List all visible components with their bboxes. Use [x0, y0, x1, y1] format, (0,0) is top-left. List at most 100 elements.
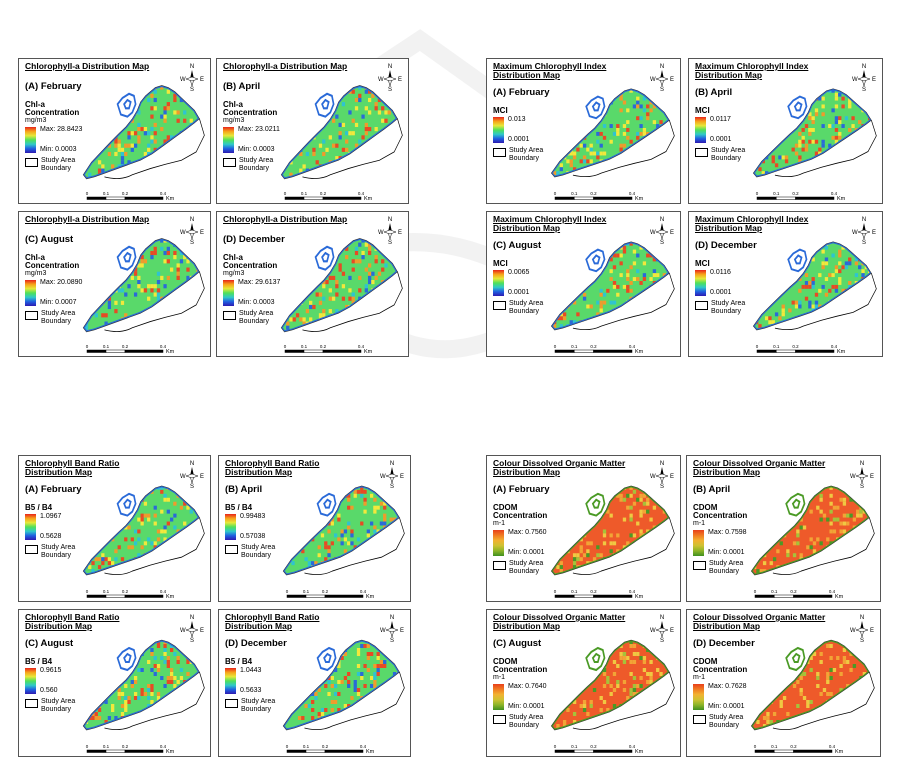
legend-min: Min: 0.0007: [40, 299, 77, 306]
map-panel-cdom-2: Colour Dissolved Organic Matter Distribut…: [486, 609, 681, 757]
panel-title-line: Chlorophyll-a Distribution Map: [223, 214, 348, 224]
north-arrow-icon: N SW E: [650, 64, 674, 93]
east-label: E: [872, 77, 876, 83]
legend-min: 0.0001: [508, 136, 530, 143]
panel-title-line: Chlorophyll-a Distribution Map: [25, 214, 150, 224]
color-ramp: [223, 127, 234, 153]
study-area-label: Study Area Boundary: [41, 544, 76, 559]
west-label: W: [850, 628, 856, 634]
scale-tick: 0.4: [831, 344, 838, 349]
panel-title-line: Distribution Map: [25, 467, 93, 477]
legend-max: Max: 0.7640: [508, 683, 547, 690]
scale-tick: 0.1: [773, 344, 780, 349]
scale-tick: 0.2: [792, 191, 799, 196]
color-ramp: [493, 530, 504, 556]
lake-map: [82, 639, 205, 731]
legend-max: 0.99483: [240, 513, 266, 520]
legend-title: CDOM Concentration m-1: [693, 504, 747, 528]
lake-map: [550, 485, 675, 576]
study-area-swatch: [493, 561, 506, 570]
legend-title: CDOM Concentration m-1: [493, 658, 547, 682]
scale-unit: Km: [166, 196, 175, 202]
scale-bar: 0 0.1 0.2 0.4Km: [756, 191, 846, 202]
legend-title-line: Concentration: [25, 108, 80, 117]
scale-tick: 0.1: [303, 589, 310, 594]
legend-min: Min: 0.0003: [40, 146, 77, 153]
study-area-swatch: [223, 158, 236, 167]
lake-map: [282, 485, 405, 576]
study-area-label: Study Area Boundary: [239, 157, 274, 172]
panel-title: Colour Dissolved Organic Matter Distribut…: [493, 459, 643, 477]
panel-title-line: Distribution Map: [493, 621, 561, 631]
east-label: E: [200, 230, 204, 236]
legend-title: B5 / B4: [225, 504, 252, 512]
panel-label: (A) February: [493, 87, 550, 98]
legend-min: Min: 0.0001: [508, 703, 545, 710]
south-label: S: [390, 484, 394, 490]
color-ramp: [25, 127, 36, 153]
legend-title: CDOM Concentration m-1: [493, 504, 547, 528]
north-arrow-icon: N SW E: [180, 217, 204, 246]
scale-bar: 0 0.1 0.2 0.4Km: [554, 744, 644, 755]
panel-label: (A) February: [25, 484, 82, 495]
map-panel-chla-3: Chlorophyll-a Distribution Map (D) Decemb…: [216, 211, 409, 357]
scale-unit: Km: [635, 349, 644, 355]
scale-tick: 0.4: [629, 744, 636, 749]
north-label: N: [388, 64, 392, 70]
west-label: W: [180, 230, 186, 236]
map-panel-cdom-3: Colour Dissolved Organic Matter Distribut…: [686, 609, 881, 757]
panel-label: (C) August: [25, 234, 74, 245]
panel-label: (C) August: [25, 638, 74, 649]
scale-tick: 0: [284, 191, 287, 196]
lake-map: [82, 485, 205, 576]
color-ramp: [223, 280, 234, 306]
color-ramp: [493, 117, 504, 143]
east-label: E: [398, 77, 402, 83]
legend-min: Min: 0.0001: [508, 549, 545, 556]
legend-min: Min: 0.0003: [238, 146, 275, 153]
north-arrow-icon: N SW E: [378, 217, 402, 246]
legend-unit: m-1: [693, 520, 706, 527]
scale-tick: 0.4: [160, 344, 167, 349]
study-area-label: Study Area Boundary: [241, 544, 276, 559]
color-ramp: [25, 514, 36, 540]
panel-title-line: Distribution Map: [493, 70, 561, 80]
south-label: S: [660, 240, 664, 246]
legend-title-line: Concentration: [493, 511, 548, 520]
study-area-label: Study Area Boundary: [41, 698, 76, 713]
legend-min: 0.5633: [240, 687, 262, 694]
scale-tick: 0.4: [358, 191, 365, 196]
scale-tick: 0.2: [122, 191, 129, 196]
panel-title: Maximum Chlorophyll Index Distribution Ma…: [695, 62, 845, 80]
south-label: S: [862, 240, 866, 246]
west-label: W: [650, 474, 656, 480]
study-area-swatch: [695, 148, 708, 157]
legend-title-line: Chl-a: [223, 100, 243, 109]
panel-label: (C) August: [493, 240, 542, 251]
panel-label: (D) December: [695, 240, 757, 251]
map-panel-chla-1: Chlorophyll-a Distribution Map (B) April C…: [216, 58, 409, 204]
panel-title-line: Distribution Map: [695, 223, 763, 233]
legend-unit: m-1: [493, 520, 506, 527]
legend-min: 0.0001: [710, 136, 732, 143]
west-label: W: [378, 230, 384, 236]
lake-map: [550, 639, 675, 731]
scale-unit: Km: [366, 594, 375, 600]
legend-unit: mg/m3: [223, 117, 245, 124]
panel-title: Chlorophyll Band Ratio Distribution Map: [225, 613, 375, 631]
legend-title-line: Concentration: [493, 665, 548, 674]
south-label: S: [862, 87, 866, 93]
scale-tick: 0.4: [831, 191, 838, 196]
scale-tick: 0: [554, 744, 557, 749]
east-label: E: [200, 77, 204, 83]
scale-tick: 0.1: [771, 744, 778, 749]
panel-title: Colour Dissolved Organic Matter Distribut…: [493, 613, 643, 631]
color-ramp: [693, 684, 704, 710]
east-label: E: [670, 230, 674, 236]
lake-map: [282, 639, 405, 731]
scale-tick: 0.2: [320, 191, 327, 196]
scale-unit: Km: [364, 349, 373, 355]
study-area-label: Study Area Boundary: [509, 560, 544, 575]
lake-map: [752, 88, 877, 178]
west-label: W: [650, 77, 656, 83]
